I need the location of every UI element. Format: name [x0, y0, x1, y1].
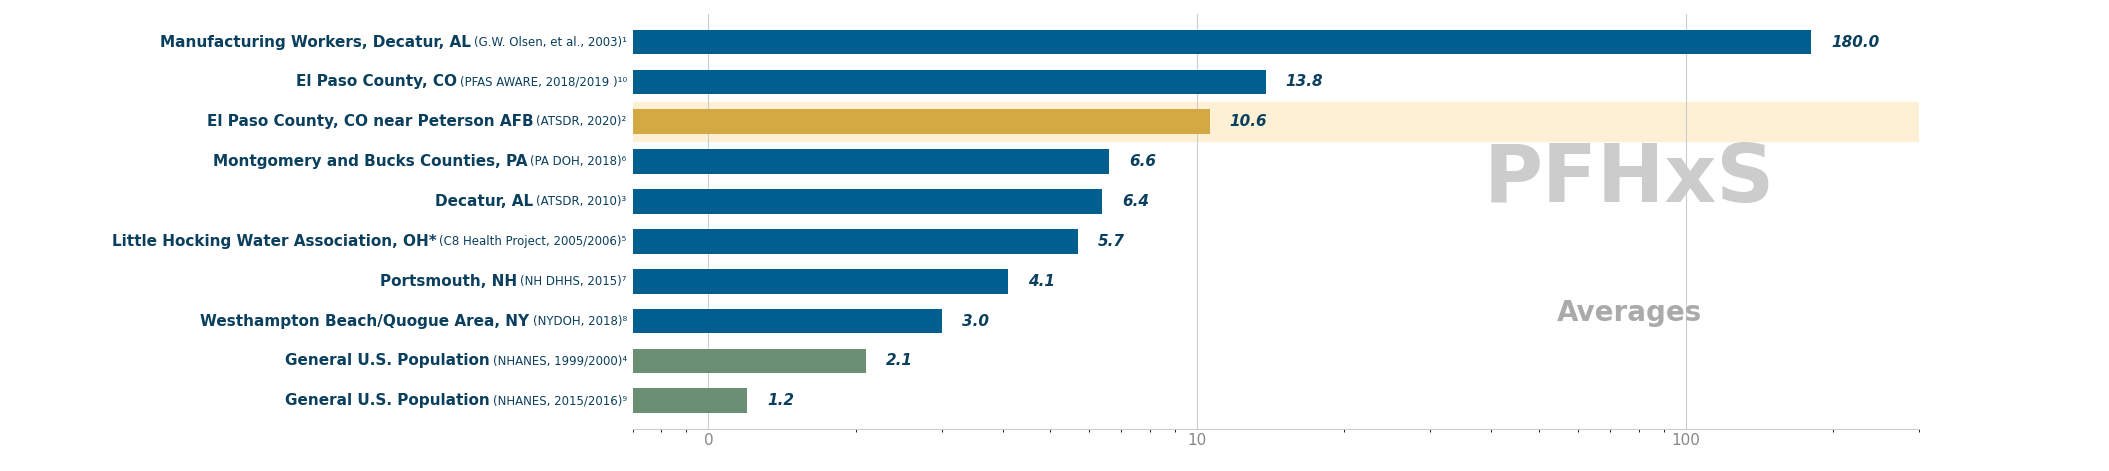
Text: (PFAS AWARE, 2018/2019 )¹⁰: (PFAS AWARE, 2018/2019 )¹⁰	[460, 75, 626, 89]
Text: 4.1: 4.1	[1029, 274, 1054, 289]
Bar	[0, 269, 1008, 293]
Text: General U.S. Population: General U.S. Population	[285, 353, 489, 368]
Text: El Paso County, CO: El Paso County, CO	[295, 74, 456, 89]
Bar	[0, 149, 1109, 174]
Bar	[0, 389, 747, 413]
Text: 3.0: 3.0	[962, 314, 989, 328]
Text: Portsmouth, NH: Portsmouth, NH	[380, 274, 517, 289]
Text: (NHANES, 2015/2016)⁹: (NHANES, 2015/2016)⁹	[494, 394, 626, 407]
Text: (NHANES, 1999/2000)⁴: (NHANES, 1999/2000)⁴	[494, 354, 626, 367]
Text: 2.1: 2.1	[886, 353, 913, 368]
Text: (ATSDR, 2020)²: (ATSDR, 2020)²	[536, 115, 626, 128]
Text: 13.8: 13.8	[1286, 74, 1324, 89]
Bar	[0, 70, 1265, 94]
Text: Little Hocking Water Association, OH*: Little Hocking Water Association, OH*	[112, 234, 437, 249]
Text: (G.W. Olsen, et al., 2003)¹: (G.W. Olsen, et al., 2003)¹	[475, 35, 626, 49]
Text: (ATSDR, 2010)³: (ATSDR, 2010)³	[536, 195, 626, 208]
Bar	[0, 309, 941, 333]
Text: El Paso County, CO near Peterson AFB: El Paso County, CO near Peterson AFB	[207, 114, 534, 129]
Bar	[633, 102, 1919, 141]
Text: 5.7: 5.7	[1099, 234, 1124, 249]
Text: Montgomery and Bucks Counties, PA: Montgomery and Bucks Counties, PA	[213, 154, 527, 169]
Bar	[0, 229, 1078, 254]
Text: Averages: Averages	[1556, 299, 1702, 326]
Text: Decatur, AL: Decatur, AL	[434, 194, 534, 209]
Text: PFHxS: PFHxS	[1485, 141, 1776, 219]
Text: 6.6: 6.6	[1128, 154, 1156, 169]
Text: 180.0: 180.0	[1831, 34, 1879, 49]
Text: Westhampton Beach/Quogue Area, NY: Westhampton Beach/Quogue Area, NY	[200, 314, 529, 328]
Bar	[0, 349, 867, 373]
Text: (NH DHHS, 2015)⁷: (NH DHHS, 2015)⁷	[521, 275, 626, 288]
Text: Manufacturing Workers, Decatur, AL: Manufacturing Workers, Decatur, AL	[160, 34, 470, 49]
Text: (NYDOH, 2018)⁸: (NYDOH, 2018)⁸	[534, 315, 626, 327]
Text: (C8 Health Project, 2005/2006)⁵: (C8 Health Project, 2005/2006)⁵	[439, 235, 626, 248]
Bar	[0, 109, 1211, 134]
Bar	[0, 30, 1812, 54]
Text: (PA DOH, 2018)⁶: (PA DOH, 2018)⁶	[531, 155, 626, 168]
Text: 6.4: 6.4	[1122, 194, 1149, 209]
Text: 1.2: 1.2	[768, 393, 795, 408]
Text: 10.6: 10.6	[1230, 114, 1268, 129]
Text: General U.S. Population: General U.S. Population	[285, 393, 489, 408]
Bar	[0, 189, 1103, 214]
